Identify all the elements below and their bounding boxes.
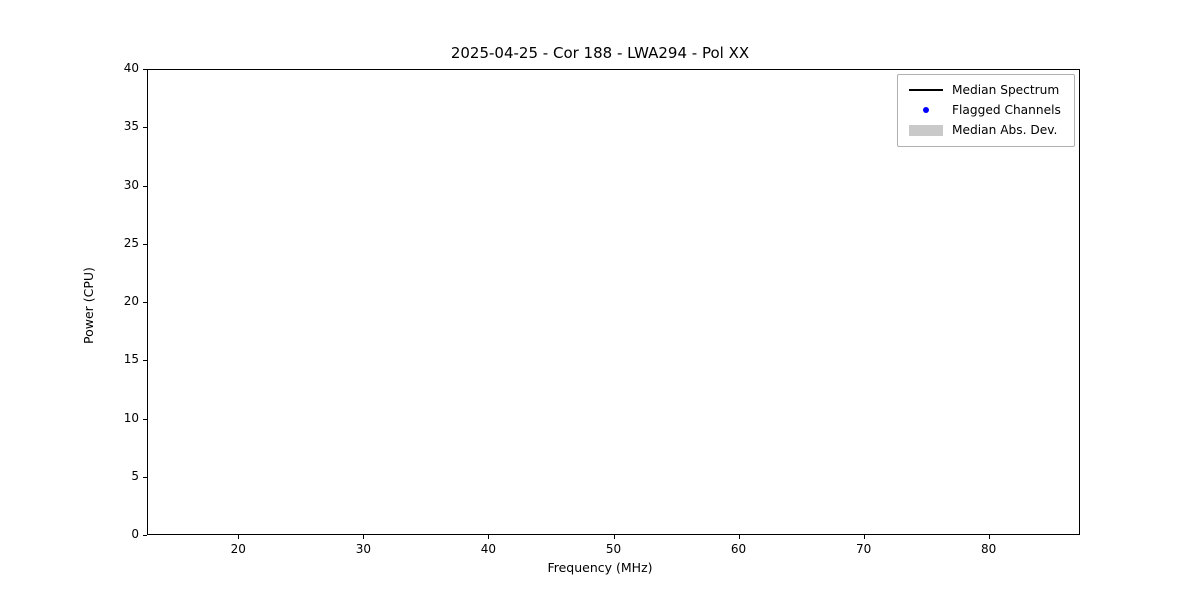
- y-tick-mark: [143, 185, 147, 187]
- x-tick-mark: [363, 535, 365, 539]
- y-axis-label: Power (CPU): [81, 267, 96, 344]
- y-tick-mark: [143, 127, 147, 129]
- legend-label-median-abs-dev: Median Abs. Dev.: [952, 123, 1058, 137]
- x-tick-mark: [613, 535, 615, 539]
- y-tick-label: 5: [131, 468, 139, 483]
- x-tick-mark: [238, 535, 240, 539]
- y-tick-label: 30: [123, 177, 139, 192]
- legend-item-median-abs-dev: Median Abs. Dev.: [905, 120, 1067, 140]
- legend: Median Spectrum Flagged Channels Median …: [897, 74, 1075, 147]
- y-tick-label: 20: [123, 294, 139, 308]
- legend-label-median-spectrum: Median Spectrum: [952, 83, 1060, 97]
- page-title: 2025-04-25 - Cor 188 - LWA294 - Pol XX: [450, 44, 750, 62]
- y-tick-mark: [143, 69, 147, 70]
- y-tick-mark: [143, 476, 147, 478]
- x-tick-label: 40: [480, 542, 497, 556]
- y-tick-label: 35: [123, 119, 139, 134]
- y-tick-label: 0: [131, 527, 139, 541]
- legend-item-flagged-channels: Flagged Channels: [905, 100, 1067, 120]
- y-tick-label: 25: [123, 235, 139, 250]
- legend-label-flagged-channels: Flagged Channels: [952, 103, 1061, 117]
- y-tick-label: 15: [123, 352, 139, 367]
- x-tick-mark: [738, 535, 740, 539]
- y-tick-mark: [143, 360, 147, 362]
- y-tick-mark: [143, 535, 147, 536]
- legend-item-median-spectrum: Median Spectrum: [905, 80, 1067, 100]
- x-tick-mark: [988, 535, 990, 539]
- y-tick-mark: [143, 418, 147, 420]
- x-axis-label: Frequency (MHz): [547, 560, 653, 575]
- median-line-swatch: [905, 89, 947, 91]
- x-tick-label: 20: [230, 542, 246, 556]
- x-tick-label: 70: [855, 542, 872, 556]
- y-tick-mark: [143, 302, 147, 303]
- flagged-dot-swatch: [905, 107, 947, 113]
- y-tick-label: 10: [123, 410, 139, 425]
- x-tick-mark: [863, 535, 865, 539]
- mad-patch-swatch: [905, 124, 947, 136]
- x-tick-label: 30: [355, 542, 371, 556]
- x-tick-label: 50: [605, 542, 622, 556]
- x-tick-label: 60: [730, 542, 747, 556]
- x-tick-label: 80: [981, 542, 997, 556]
- x-tick-mark: [488, 535, 490, 539]
- y-tick-label: 40: [123, 61, 139, 75]
- y-tick-mark: [143, 243, 147, 245]
